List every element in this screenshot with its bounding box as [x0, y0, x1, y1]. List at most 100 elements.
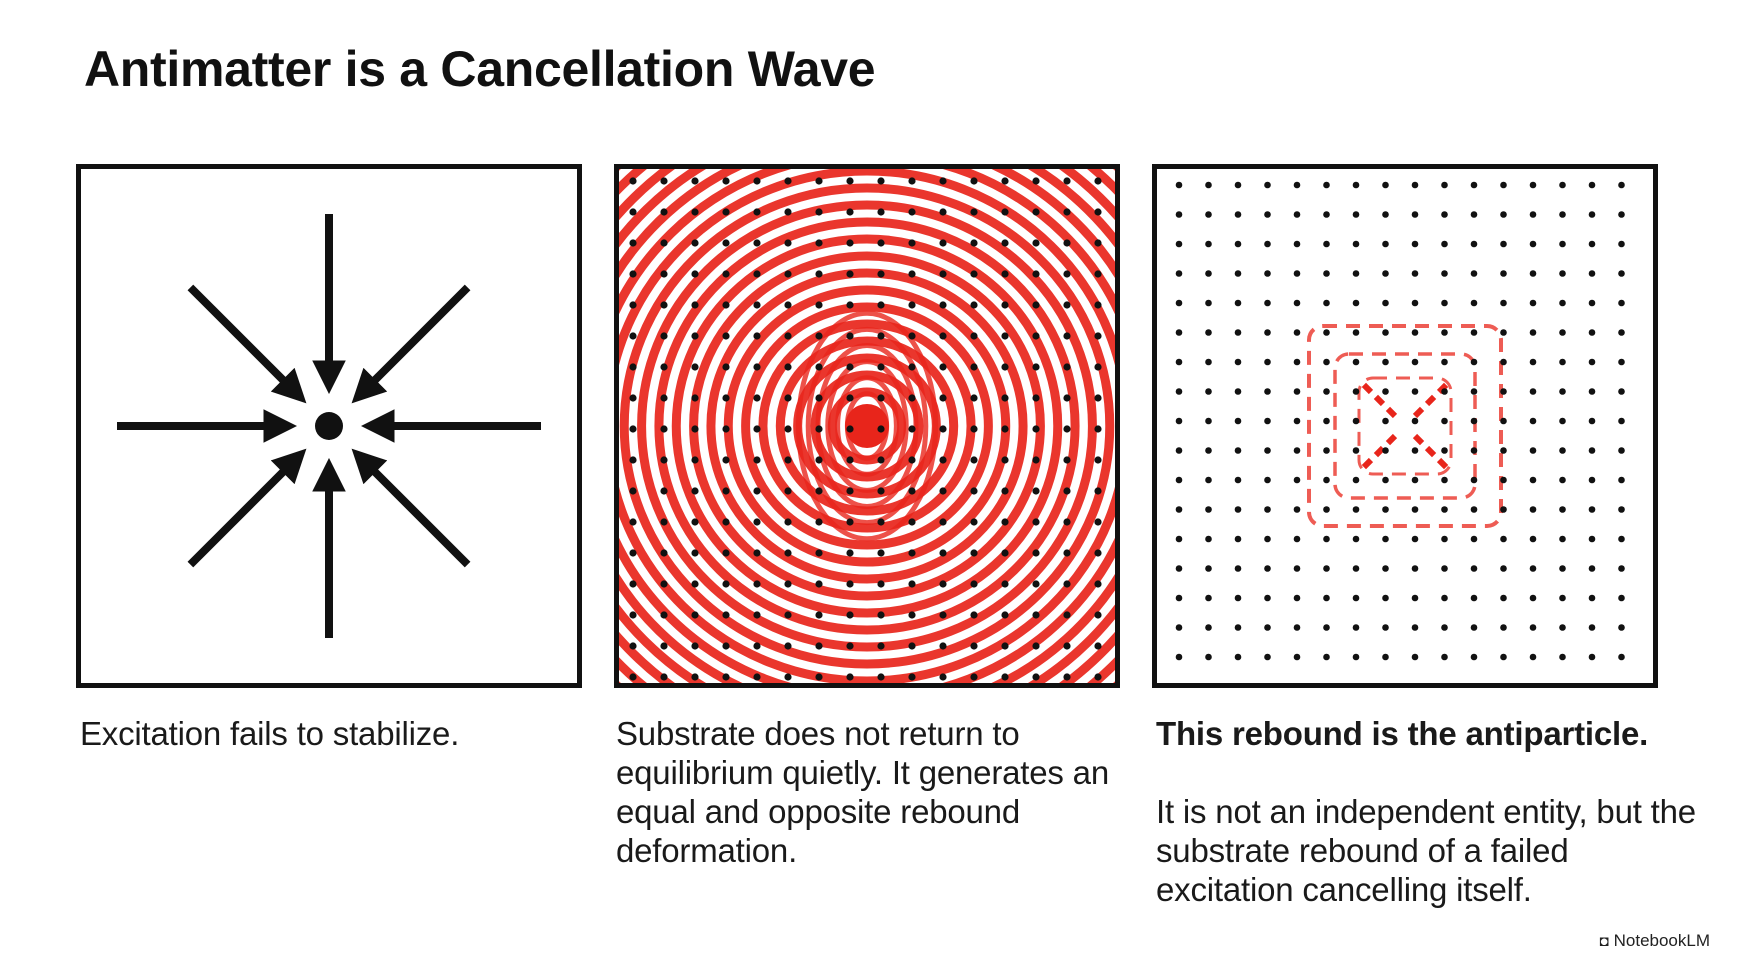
- substrate-dot: [1032, 549, 1040, 557]
- center-dot: [315, 412, 343, 440]
- substrate-dot: [1529, 653, 1537, 661]
- substrate-dot: [939, 642, 947, 650]
- substrate-dot: [908, 363, 916, 371]
- substrate-dot: [1588, 329, 1596, 336]
- substrate-dot: [1352, 653, 1360, 661]
- substrate-dot: [1234, 447, 1242, 454]
- substrate-dot: [939, 394, 947, 402]
- substrate-dot: [1094, 239, 1102, 247]
- substrate-dot: [722, 425, 730, 433]
- substrate-dot: [1234, 594, 1242, 602]
- substrate-dot: [908, 270, 916, 278]
- substrate-dot: [1032, 332, 1040, 340]
- substrate-dot: [691, 208, 699, 216]
- substrate-dot: [908, 301, 916, 309]
- substrate-dot: [1411, 447, 1419, 454]
- substrate-dot: [1618, 270, 1625, 277]
- substrate-dot: [722, 487, 730, 495]
- substrate-dot: [1382, 535, 1389, 543]
- substrate-dot: [1205, 299, 1212, 307]
- substrate-dot: [1264, 565, 1271, 572]
- substrate-dot: [1205, 329, 1212, 336]
- substrate-dot: [1323, 240, 1330, 248]
- substrate-dot: [1588, 594, 1596, 602]
- substrate-dot: [1293, 417, 1301, 425]
- substrate-dot: [970, 363, 978, 371]
- substrate-dot: [1264, 506, 1271, 513]
- wave-ring: [654, 217, 1080, 635]
- substrate-dot: [691, 580, 699, 588]
- substrate-dot: [691, 518, 699, 526]
- substrate-dot: [1234, 181, 1242, 189]
- substrate-dot: [1352, 594, 1360, 602]
- substrate-dot: [1032, 177, 1040, 185]
- substrate-dot: [660, 425, 668, 433]
- substrate-dot: [846, 363, 854, 371]
- substrate-dot: [691, 642, 699, 650]
- substrate-dot: [1293, 240, 1301, 248]
- substrate-dot: [1001, 363, 1009, 371]
- substrate-dot: [815, 177, 823, 185]
- inward-arrow: [351, 284, 471, 404]
- substrate-dot: [784, 239, 792, 247]
- substrate-dot: [1293, 624, 1301, 631]
- substrate-dot: [1094, 549, 1102, 557]
- panel-antiparticle: [1152, 164, 1658, 688]
- substrate-dot: [970, 642, 978, 650]
- substrate-dot: [1500, 181, 1507, 189]
- substrate-dot: [1032, 270, 1040, 278]
- substrate-dot: [1175, 329, 1183, 336]
- substrate-dot: [1588, 653, 1596, 661]
- substrate-dot: [784, 363, 792, 371]
- substrate-dot: [815, 270, 823, 278]
- substrate-dot: [1529, 417, 1537, 425]
- substrate-dot: [753, 270, 761, 278]
- substrate-dot: [1441, 476, 1448, 484]
- inward-arrow: [351, 448, 471, 568]
- substrate-dot: [1323, 417, 1330, 425]
- substrate-dot: [1411, 358, 1419, 366]
- concentric-wave-icon: [619, 169, 1115, 683]
- substrate-dot: [1063, 580, 1071, 588]
- substrate-dot: [970, 301, 978, 309]
- substrate-dot: [1205, 270, 1212, 277]
- substrate-dot: [1205, 624, 1212, 631]
- substrate-dot: [1094, 518, 1102, 526]
- substrate-dot: [784, 270, 792, 278]
- substrate-dot: [1352, 535, 1360, 543]
- substrate-dot: [1063, 208, 1071, 216]
- substrate-dot: [1470, 270, 1478, 277]
- substrate-dot: [877, 301, 885, 309]
- substrate-dot: [1588, 535, 1596, 543]
- substrate-dot: [1618, 181, 1625, 189]
- substrate-dot: [846, 456, 854, 464]
- substrate-dot: [1323, 388, 1330, 395]
- substrate-dot: [815, 208, 823, 216]
- substrate-dot: [753, 642, 761, 650]
- substrate-dot: [1001, 270, 1009, 278]
- substrate-dot: [815, 301, 823, 309]
- substrate-dot: [1063, 611, 1071, 619]
- substrate-dot: [939, 425, 947, 433]
- substrate-dot: [660, 549, 668, 557]
- substrate-dot: [691, 394, 699, 402]
- substrate-dot: [1411, 329, 1419, 336]
- substrate-dot: [1001, 518, 1009, 526]
- substrate-dot: [1264, 653, 1271, 661]
- substrate-dot: [722, 177, 730, 185]
- substrate-dot: [753, 673, 761, 681]
- substrate-dot: [691, 239, 699, 247]
- substrate-dot: [753, 177, 761, 185]
- substrate-dot: [1205, 476, 1212, 484]
- substrate-dot: [846, 549, 854, 557]
- substrate-dot: [1094, 301, 1102, 309]
- substrate-dot: [939, 487, 947, 495]
- substrate-dot: [1001, 425, 1009, 433]
- substrate-dot: [877, 270, 885, 278]
- substrate-dot: [908, 549, 916, 557]
- substrate-dot: [1529, 270, 1537, 277]
- substrate-dot: [1323, 329, 1330, 336]
- substrate-dot: [1500, 565, 1507, 572]
- substrate-dot: [1323, 624, 1330, 631]
- substrate-dot: [629, 363, 637, 371]
